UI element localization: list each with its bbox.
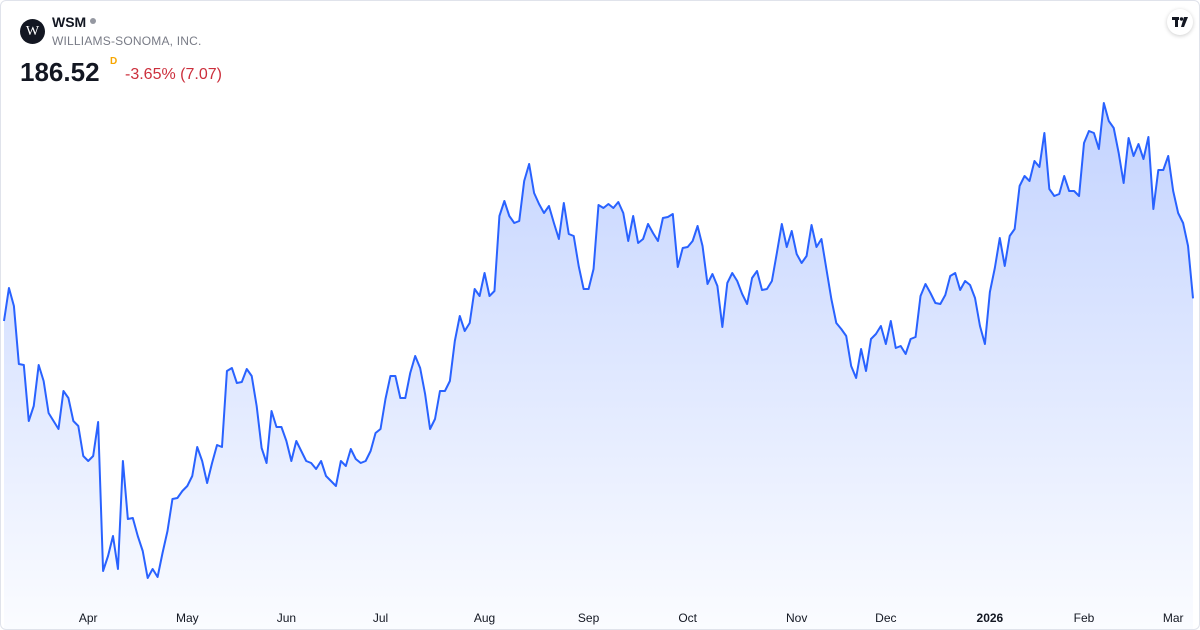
brand-logo[interactable]	[1167, 9, 1193, 35]
price-line	[3, 102, 1194, 579]
x-tick-label: Mar	[1163, 611, 1184, 625]
x-tick-label: Jul	[373, 611, 388, 625]
x-tick-label: Feb	[1074, 611, 1095, 625]
symbol: WSM	[52, 14, 87, 30]
x-tick-label: Aug	[474, 611, 495, 625]
x-tick-label: May	[176, 611, 199, 625]
x-tick-label: Nov	[786, 611, 807, 625]
status-dot	[90, 18, 96, 24]
x-tick-label: Dec	[875, 611, 896, 625]
x-tick-label: Sep	[578, 611, 600, 625]
price: 186.52	[20, 57, 100, 87]
x-tick-label: Apr	[79, 611, 98, 625]
company-name: WILLIAMS-SONOMA, INC.	[52, 34, 202, 48]
x-tick-label: Oct	[678, 611, 697, 625]
x-tick-label: 2026	[977, 611, 1004, 625]
brand-icon	[1172, 17, 1188, 27]
area-fill	[4, 103, 1193, 629]
x-tick-label: Jun	[277, 611, 296, 625]
logo: W	[20, 19, 45, 44]
change: -3.65% (7.07)	[125, 66, 222, 83]
interval: D	[110, 56, 118, 67]
